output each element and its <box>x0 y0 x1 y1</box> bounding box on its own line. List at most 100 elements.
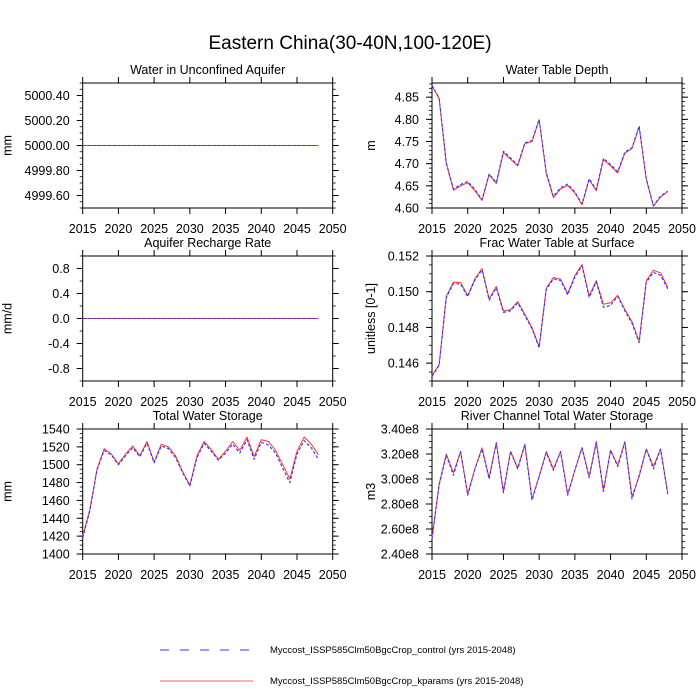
x-tick-label: 2015 <box>69 395 97 409</box>
panel-1: Water in Unconfined Aquifer mm 4999.60 4999… <box>1 63 347 236</box>
x-tick-label: 2025 <box>490 395 518 409</box>
x-tick-label: 2040 <box>597 395 625 409</box>
series-line-kparams <box>82 436 319 537</box>
y-tick-label: 2.40e8 <box>381 548 419 562</box>
y-tick-label: 1520 <box>42 440 70 454</box>
series-line-kparams <box>431 264 669 376</box>
figure-title: Eastern China(30-40N,100-120E) <box>208 33 491 54</box>
y-tick-label: 2.60e8 <box>381 523 419 537</box>
x-tick-label: 2025 <box>140 568 168 582</box>
x-tick-label: 2040 <box>597 222 625 236</box>
y-tick-label: -0.4 <box>48 337 70 351</box>
y-tick-label: 3.40e8 <box>381 423 419 437</box>
x-tick-label: 2045 <box>283 395 311 409</box>
y-axis-label: mm/d <box>1 303 15 334</box>
y-tick-label: 3.00e8 <box>381 473 419 487</box>
y-tick-label: 1420 <box>42 530 70 544</box>
x-tick-label: 2050 <box>668 568 696 582</box>
y-tick-label: 4.75 <box>395 135 419 149</box>
panel-6: River Channel Total Water Storage m3 2.40e… <box>364 409 696 582</box>
y-axis-label: m <box>364 140 378 150</box>
y-axis-label: mm <box>1 481 15 502</box>
series-line-control <box>431 265 669 377</box>
x-tick-label: 2035 <box>561 222 589 236</box>
y-tick-label: 4.70 <box>395 157 419 171</box>
y-axis-label: unitless [0-1] <box>364 283 378 354</box>
x-tick-label: 2045 <box>283 568 311 582</box>
x-tick-label: 2040 <box>247 395 275 409</box>
y-tick-label: 5000.00 <box>25 139 70 153</box>
panel-title: Frac Water Table at Surface <box>480 236 635 250</box>
y-tick-label: 1540 <box>42 423 70 437</box>
x-tick-label: 2045 <box>632 222 660 236</box>
x-tick-label: 2020 <box>454 222 482 236</box>
panel-title: Water Table Depth <box>506 63 609 77</box>
y-tick-label: 0.152 <box>388 250 419 264</box>
x-tick-label: 2030 <box>176 222 204 236</box>
x-tick-label: 2020 <box>454 395 482 409</box>
y-tick-label: 5000.20 <box>25 114 70 128</box>
y-axis-label: mm <box>1 135 15 156</box>
y-tick-label: 0.4 <box>52 287 69 301</box>
panel-5: Total Water Storage mm 1400 1420 1440 1460 148… <box>1 409 347 582</box>
y-tick-label: 4.65 <box>395 179 419 193</box>
x-tick-label: 2015 <box>418 568 446 582</box>
y-tick-label: 3.20e8 <box>381 448 419 462</box>
y-tick-label: 0.148 <box>388 321 419 335</box>
x-tick-label: 2025 <box>140 395 168 409</box>
legend: Myccost_ISSP585Clm50BgcCrop_control (yrs… <box>160 645 523 687</box>
y-tick-label: 1500 <box>42 458 70 472</box>
series-line-kparams <box>431 441 669 538</box>
x-tick-label: 2030 <box>176 395 204 409</box>
y-tick-label: 2.80e8 <box>381 498 419 512</box>
x-tick-label: 2025 <box>140 222 168 236</box>
y-tick-label: 0.0 <box>52 312 69 326</box>
x-tick-label: 2040 <box>597 568 625 582</box>
panel-title: Water in Unconfined Aquifer <box>130 63 285 77</box>
x-tick-label: 2015 <box>69 222 97 236</box>
series-line-kparams <box>431 85 669 207</box>
x-tick-label: 2045 <box>632 568 660 582</box>
y-tick-label: 4999.80 <box>25 164 70 178</box>
y-tick-label: 4999.60 <box>25 189 70 203</box>
x-tick-label: 2030 <box>525 395 553 409</box>
x-tick-label: 2020 <box>454 568 482 582</box>
x-tick-label: 2020 <box>105 395 133 409</box>
x-tick-label: 2035 <box>561 568 589 582</box>
x-tick-label: 2050 <box>319 395 347 409</box>
x-tick-label: 2020 <box>105 222 133 236</box>
y-tick-label: 5000.40 <box>25 89 70 103</box>
y-tick-label: 0.8 <box>52 262 69 276</box>
x-tick-label: 2025 <box>490 222 518 236</box>
y-tick-label: 4.80 <box>395 113 419 127</box>
y-tick-label: -0.8 <box>48 362 70 376</box>
x-tick-label: 2030 <box>525 222 553 236</box>
y-tick-label: 1440 <box>42 512 70 526</box>
x-tick-label: 2035 <box>212 395 240 409</box>
panel-4: Frac Water Table at Surface unitless [0-1… <box>364 236 696 409</box>
x-tick-label: 2030 <box>525 568 553 582</box>
panel-title: Aquifer Recharge Rate <box>144 236 271 250</box>
y-tick-label: 1400 <box>42 548 70 562</box>
x-tick-label: 2050 <box>668 395 696 409</box>
series-line-control <box>82 439 319 539</box>
x-tick-label: 2045 <box>283 222 311 236</box>
y-tick-label: 1460 <box>42 494 70 508</box>
series-line-control <box>431 442 669 540</box>
panel-title: Total Water Storage <box>153 409 263 423</box>
panel-2: Water Table Depth m 4.60 4.65 4.70 4.75 4.80 4.… <box>364 63 696 236</box>
plot-frame <box>82 428 334 555</box>
x-tick-label: 2040 <box>247 568 275 582</box>
x-tick-label: 2030 <box>176 568 204 582</box>
x-tick-label: 2050 <box>668 222 696 236</box>
x-tick-label: 2020 <box>105 568 133 582</box>
panel-title: River Channel Total Water Storage <box>461 409 654 423</box>
panel-3: Aquifer Recharge Rate mm/d -0.8 -0.4 0.0 0.4 0… <box>1 236 347 409</box>
x-tick-label: 2035 <box>212 568 240 582</box>
y-tick-label: 4.60 <box>395 202 419 216</box>
x-tick-label: 2050 <box>319 222 347 236</box>
x-tick-label: 2025 <box>490 568 518 582</box>
x-tick-label: 2015 <box>418 222 446 236</box>
y-tick-label: 4.85 <box>395 91 419 105</box>
